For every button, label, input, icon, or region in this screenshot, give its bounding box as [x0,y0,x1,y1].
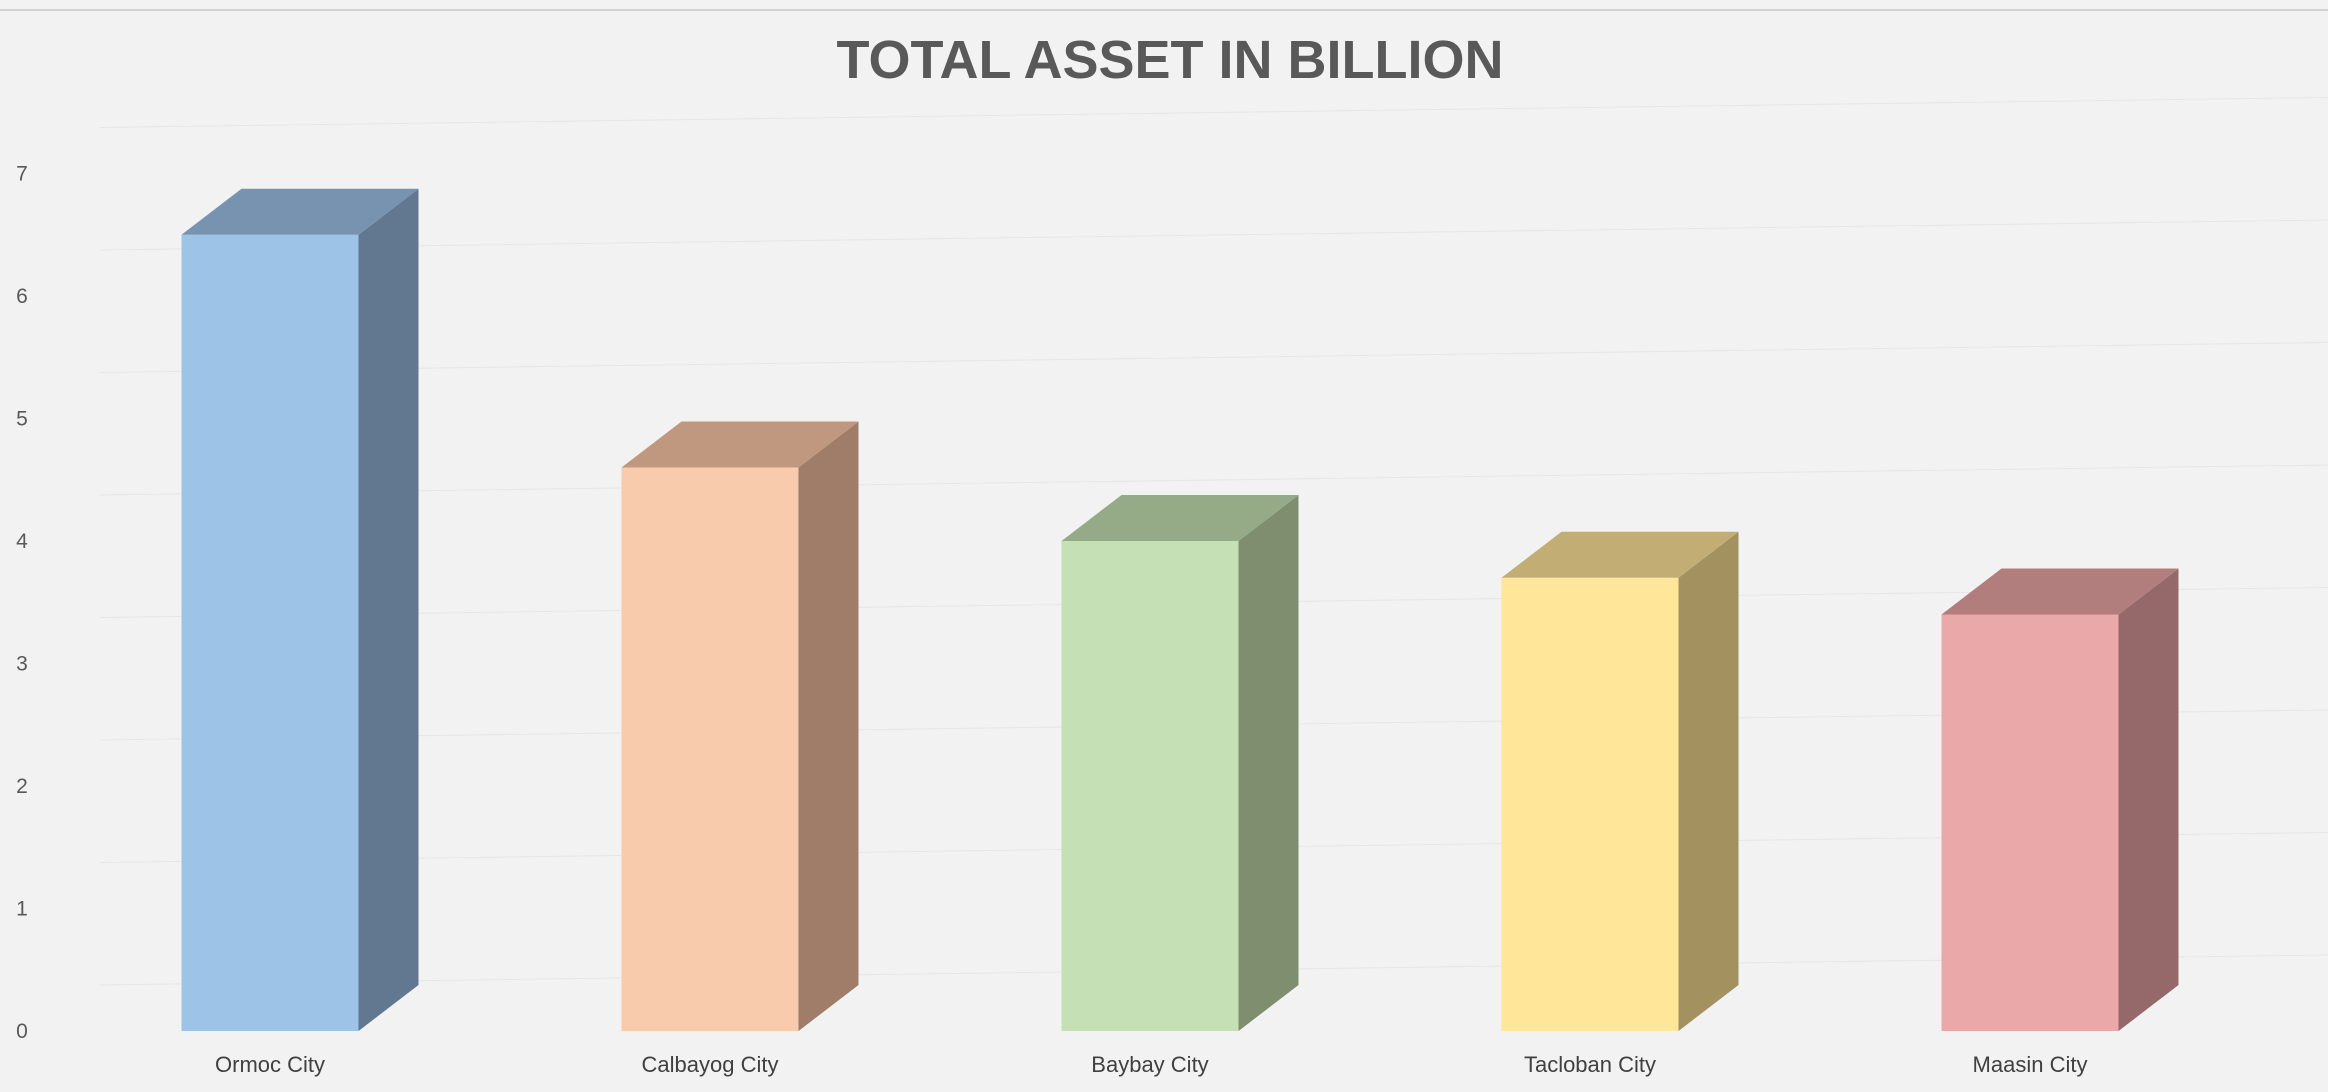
y-tick-label-6: 6 [16,285,28,308]
bar-5 [1941,568,2179,1031]
bar-top-3 [1061,495,1299,541]
bar-side-3 [1238,495,1299,1031]
gridline-7 [99,97,2328,128]
x-category-label: Maasin City [1973,1052,2088,1077]
y-tick-label-1: 1 [16,898,28,921]
bar-side-5 [2118,568,2179,1031]
bar-top-5 [1941,568,2179,615]
gridline-5 [99,342,2328,373]
x-axis-labels: Ormoc City Calbayog City Baybay City Taclob… [215,1052,2087,1077]
y-axis-ticks: 0 1 2 3 4 5 6 7 [16,163,28,1044]
bars [181,188,2179,1031]
y-tick-label-3: 3 [16,653,28,676]
y-tick-label-2: 2 [16,775,28,798]
gridline-4 [99,464,2328,496]
bar-front-4 [1501,577,1679,1031]
bar-front-1 [181,234,359,1031]
bar-front-3 [1061,541,1239,1031]
bar-1 [181,188,419,1031]
bar-side-1 [358,188,419,1031]
y-tick-label-5: 5 [16,408,28,431]
bar-top-4 [1501,531,1739,578]
bar-front-5 [1941,614,2119,1031]
x-category-label: Calbayog City [642,1052,779,1077]
bar-4 [1501,531,1739,1031]
y-tick-label-4: 4 [16,530,28,553]
bar-side-2 [798,421,859,1031]
y-tick-label-7: 7 [16,163,28,186]
gridline-6 [99,219,2328,251]
bar-top-2 [621,421,859,468]
bar-2 [621,421,859,1031]
bar-3 [1061,495,1299,1031]
x-category-label: Baybay City [1091,1052,1208,1077]
x-category-label: Tacloban City [1524,1052,1656,1077]
y-tick-label-0: 0 [16,1020,28,1043]
bar-front-2 [621,467,799,1031]
bar-side-4 [1678,531,1739,1031]
chart-title: TOTAL ASSET IN BILLION [836,30,1503,90]
bar-top-1 [181,188,419,235]
x-category-label: Ormoc City [215,1052,325,1077]
